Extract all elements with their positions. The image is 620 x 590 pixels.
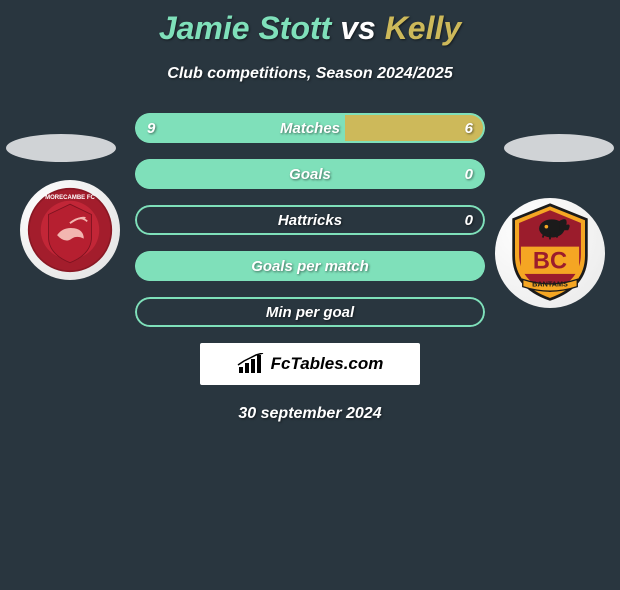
stat-label: Matches xyxy=(280,120,340,137)
date-text: 30 september 2024 xyxy=(0,405,620,423)
stat-row-goals-per-match: Goals per match xyxy=(135,251,485,281)
stat-row-goals: Goals 0 xyxy=(135,159,485,189)
svg-text:BANTAMS: BANTAMS xyxy=(532,280,568,289)
club-crest-left: MORECAMBE FC xyxy=(20,180,120,280)
stat-row-min-per-goal: Min per goal xyxy=(135,297,485,327)
stat-value-right: 0 xyxy=(465,212,473,229)
stat-label: Goals per match xyxy=(251,258,369,275)
stat-row-matches: 9 Matches 6 xyxy=(135,113,485,143)
svg-text:BC: BC xyxy=(533,248,567,274)
bradford-city-icon: BC BANTAMS xyxy=(502,203,598,303)
footer-brand-box: FcTables.com xyxy=(200,343,420,385)
morecambe-fc-icon: MORECAMBE FC xyxy=(27,187,113,273)
stat-value-right: 0 xyxy=(465,166,473,183)
stat-label: Min per goal xyxy=(266,304,354,321)
stat-value-right: 6 xyxy=(465,120,473,137)
stat-row-hattricks: Hattricks 0 xyxy=(135,205,485,235)
svg-text:MORECAMBE FC: MORECAMBE FC xyxy=(45,195,95,201)
stat-label: Goals xyxy=(289,166,331,183)
stat-value-left: 9 xyxy=(147,120,155,137)
player2-ellipse xyxy=(504,134,614,162)
player1-name: Jamie Stott xyxy=(159,10,331,46)
club-crest-right: BC BANTAMS xyxy=(495,198,605,308)
player2-name: Kelly xyxy=(385,10,461,46)
stat-label: Hattricks xyxy=(278,212,342,229)
footer-brand-text: FcTables.com xyxy=(271,354,384,374)
vs-text: vs xyxy=(340,10,376,46)
page-title: Jamie Stott vs Kelly xyxy=(0,10,620,47)
bar-chart-icon xyxy=(237,353,265,375)
player1-ellipse xyxy=(6,134,116,162)
subtitle: Club competitions, Season 2024/2025 xyxy=(0,65,620,83)
stats-container: 9 Matches 6 Goals 0 Hattricks 0 Goals pe… xyxy=(135,113,485,327)
